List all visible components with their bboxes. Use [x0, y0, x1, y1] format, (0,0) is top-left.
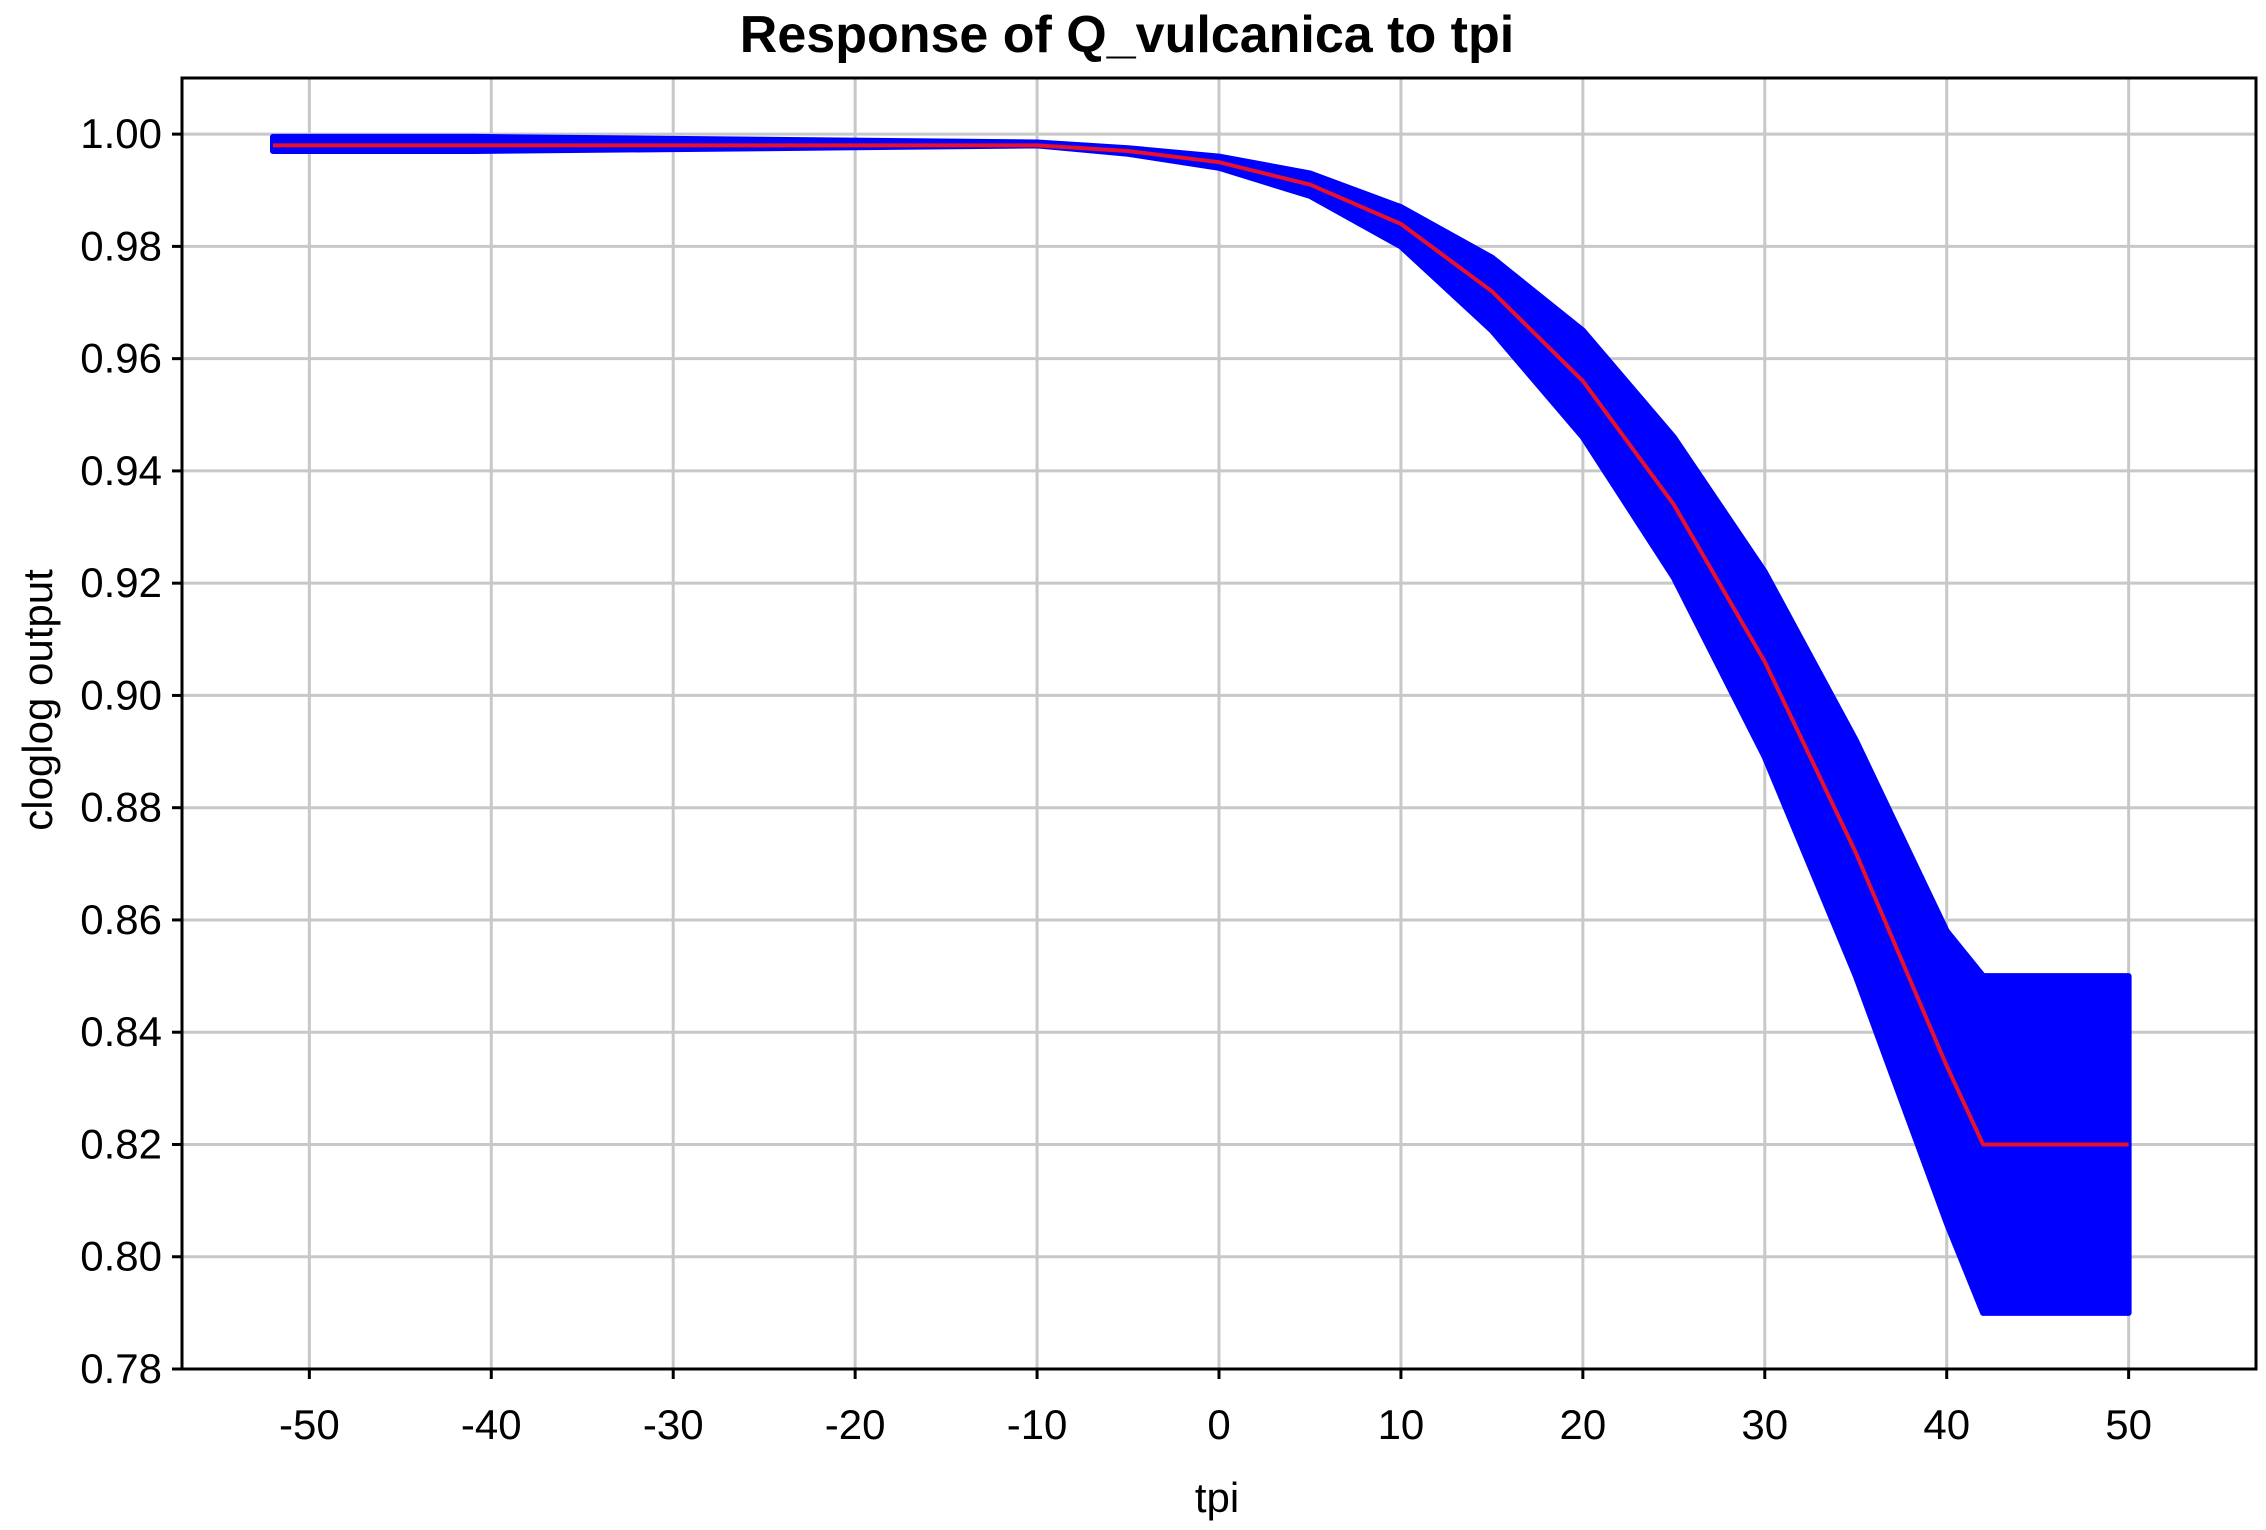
mean-response-line — [273, 143, 2129, 1147]
confidence-band-layer — [270, 133, 2132, 1316]
confidence-band — [270, 133, 2132, 1316]
y-tick-label: 0.96 — [80, 335, 162, 382]
y-tick-label: 0.84 — [80, 1008, 162, 1055]
y-tick-label: 0.90 — [80, 671, 162, 718]
y-tick-label: 0.88 — [80, 784, 162, 831]
x-tick-label: 40 — [1923, 1401, 1970, 1448]
chart-title: Response of Q_vulcanica to tpi — [740, 6, 1514, 64]
x-tick-label: 50 — [2105, 1401, 2152, 1448]
x-tick-label: -20 — [825, 1401, 886, 1448]
y-tick-label: 0.86 — [80, 896, 162, 943]
y-tick-label: 0.82 — [80, 1120, 162, 1167]
y-tick-label: 0.80 — [80, 1233, 162, 1280]
y-tick-label: 0.92 — [80, 559, 162, 606]
x-tick-label: -50 — [279, 1401, 340, 1448]
x-tick-label: 10 — [1378, 1401, 1425, 1448]
y-tick-label: 0.94 — [80, 447, 162, 494]
x-tick-label: 20 — [1560, 1401, 1607, 1448]
y-tick-label: 0.98 — [80, 222, 162, 269]
mean-line-layer — [273, 143, 2129, 1147]
x-tick-label: -30 — [643, 1401, 704, 1448]
x-tick-label: 30 — [1741, 1401, 1788, 1448]
tick-labels: -50 -40 -30 -20 -10 0 10 20 30 40 50 0.78 0.80 0.82 0.… — [80, 110, 2152, 1448]
x-axis-label: tpi — [1195, 1474, 1239, 1521]
y-tick-label: 0.78 — [80, 1345, 162, 1392]
y-axis-label: cloglog output — [14, 569, 61, 831]
x-tick-label: -10 — [1007, 1401, 1068, 1448]
x-tick-label: 0 — [1207, 1401, 1230, 1448]
y-tick-label: 1.00 — [80, 110, 162, 157]
x-tick-label: -40 — [461, 1401, 522, 1448]
